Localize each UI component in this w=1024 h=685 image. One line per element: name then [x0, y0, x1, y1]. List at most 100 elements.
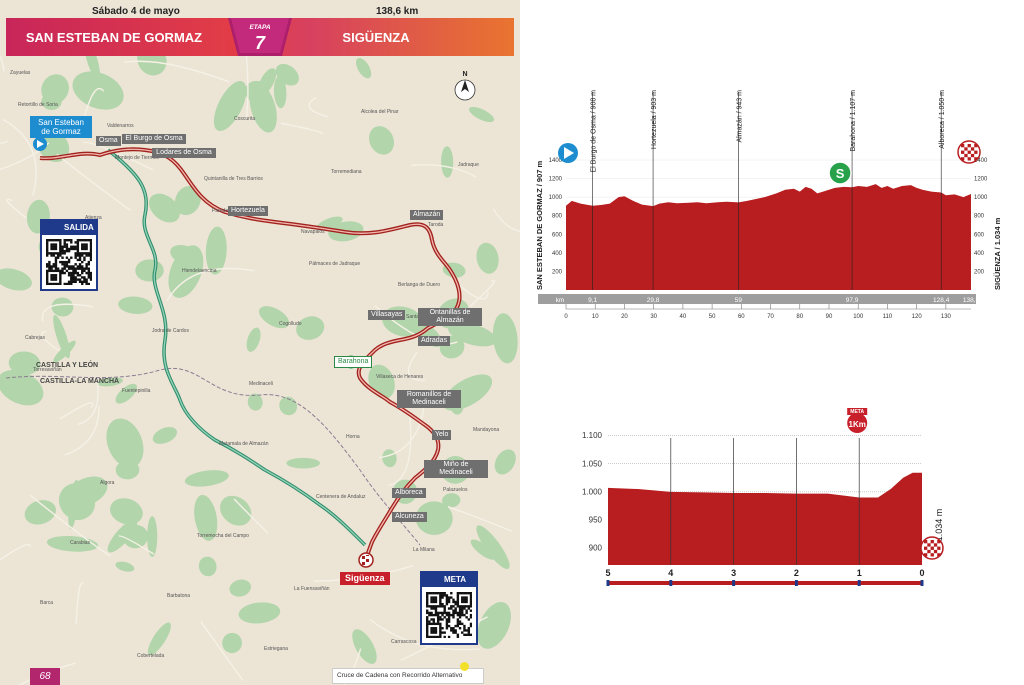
town-label: Coscurita: [234, 116, 256, 122]
profile-point-label: Alboreca / 1.050 m: [939, 90, 946, 149]
forest-patch: [152, 427, 178, 444]
forest-patch: [247, 393, 263, 411]
forest-patch: [494, 449, 516, 475]
profile-x-tick: 50: [709, 314, 716, 320]
stage-distance: 138,6 km: [376, 6, 419, 17]
profile-x-tick: 0: [564, 314, 568, 320]
final-y-tick: 950: [589, 516, 603, 525]
profile-point-km: 9,1: [588, 297, 597, 304]
finish-marker: [358, 552, 374, 568]
town-label: Torremediana: [331, 169, 362, 175]
forest-patch: [470, 539, 496, 560]
town-label: Algora: [100, 480, 115, 486]
profile-end-vertical-label: SIGÜENZA / 1.034 m: [993, 217, 1002, 290]
stage-label: ETAPA: [249, 24, 270, 31]
town-label: Cobertelada: [137, 653, 165, 659]
profile-x-tick: 110: [883, 314, 893, 320]
profile-x-tick: 70: [767, 314, 774, 320]
profile-point-label: Hortezuela / 903 m: [651, 90, 658, 149]
profile-point-km: 97,9: [846, 297, 859, 304]
town-label: La Milana: [413, 547, 435, 553]
profile-x-tick: 80: [796, 314, 803, 320]
profile-point-label: El Burgo de Osma / 908 m: [591, 90, 598, 173]
stage-date: Sábado 4 de mayo: [92, 6, 180, 17]
route-tag: Lodares de Osma: [152, 148, 216, 158]
profile-y-tick: 1000: [549, 195, 563, 201]
map-legend: Cruce de Cadena con Recorrido Alternativ…: [332, 668, 484, 684]
road: [343, 648, 362, 685]
profile-finish-icon: [957, 140, 981, 164]
forest-patch: [184, 470, 229, 487]
road: [83, 87, 105, 119]
forest-patch: [415, 501, 453, 535]
profile-y-tick: 1400: [549, 158, 563, 164]
road: [29, 494, 111, 557]
town-label: Alcolea del Pinar: [361, 109, 399, 115]
meta-label: META: [422, 573, 476, 587]
forest-patch: [476, 242, 499, 274]
meta-qr-box[interactable]: META: [420, 571, 478, 645]
route-tag: Osma: [96, 136, 121, 146]
profile-point-km: 59: [735, 297, 743, 304]
route-tag: Ontanillas de Almazán: [418, 308, 482, 326]
forest-patch: [37, 130, 70, 163]
forest-patch: [72, 71, 124, 110]
profile-sprint-icon: S: [828, 161, 852, 185]
town-label: Fuentepinilla: [122, 388, 151, 394]
route-tag: Villasayas: [368, 310, 406, 320]
legend-text: Cruce de Cadena con Recorrido Alternativ…: [337, 672, 463, 679]
forest-patch: [148, 193, 180, 223]
road: [369, 618, 480, 651]
profile-y-tick: 200: [552, 269, 563, 275]
road: [378, 407, 425, 459]
final-1km-text: 1Km: [849, 420, 866, 429]
final-km-bar: [608, 581, 922, 585]
forest-patch: [106, 418, 144, 468]
town-label: Medinaceli: [249, 381, 273, 387]
final-altitude-label: 1.034 m: [934, 509, 944, 542]
forest-patch: [492, 313, 518, 364]
route-tag: El Burgo de Osma: [122, 134, 186, 144]
salida-qr-box[interactable]: SALIDA: [40, 219, 98, 291]
profile-point-km: 138,6: [963, 297, 980, 304]
town-label: Torremocha del Campo: [197, 533, 249, 539]
profile-sprint-letter: S: [836, 166, 845, 181]
profile-y-tick: 1200: [549, 177, 563, 183]
profile-x-tick: 100: [853, 314, 864, 320]
forest-patch: [258, 306, 290, 329]
final-y-tick: 1.050: [582, 459, 603, 468]
town-label: Matamala de Almazán: [219, 441, 269, 447]
forest-patch: [213, 81, 247, 132]
town-label: Taroda: [428, 222, 444, 228]
town-label: Carrascosa: [391, 639, 417, 645]
road: [77, 376, 99, 426]
road: [75, 582, 84, 625]
route-tag: Alboreca: [392, 488, 426, 498]
profile-x-tick: 90: [826, 314, 833, 320]
meta-qr-code-icon: [426, 592, 472, 638]
town-label: Torresaviñán: [33, 367, 62, 373]
forest-patch: [97, 377, 123, 387]
forest-patch: [51, 297, 74, 317]
town-label: Hiendelaencina: [182, 268, 217, 274]
forest-patch: [24, 500, 56, 525]
road: [233, 498, 269, 534]
town-label: Navapalos: [301, 229, 325, 235]
road: [59, 401, 94, 420]
forest-patch: [8, 351, 41, 375]
forest-patch: [355, 57, 372, 79]
road: [469, 279, 496, 307]
road: [388, 412, 412, 487]
road: [118, 535, 155, 555]
profile-x-tick: 60: [738, 314, 745, 320]
forest-patch: [476, 525, 510, 570]
start-city: SAN ESTEBAN DE GORMAZ: [26, 30, 202, 45]
region-label: CASTILLA-LA MANCHA: [40, 378, 120, 385]
forest-patch: [246, 327, 261, 352]
forest-patch: [110, 498, 143, 525]
profile-x-tick: 30: [650, 314, 657, 320]
town-label: Mandayona: [473, 427, 500, 433]
stage-number: 7: [255, 33, 266, 53]
